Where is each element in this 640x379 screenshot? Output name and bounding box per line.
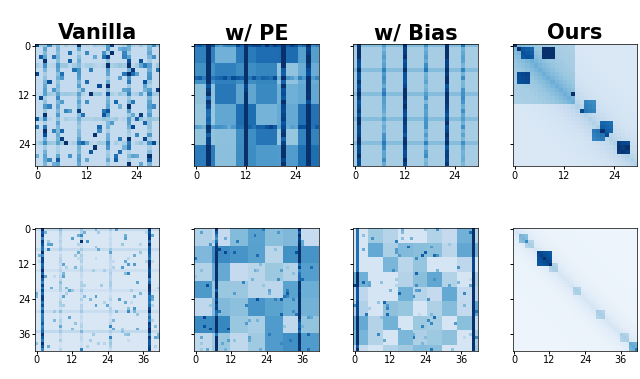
Title: w/ PE: w/ PE (225, 23, 288, 44)
Title: Ours: Ours (547, 23, 602, 44)
Title: Vanilla: Vanilla (58, 23, 137, 44)
Title: w/ Bias: w/ Bias (374, 23, 458, 44)
